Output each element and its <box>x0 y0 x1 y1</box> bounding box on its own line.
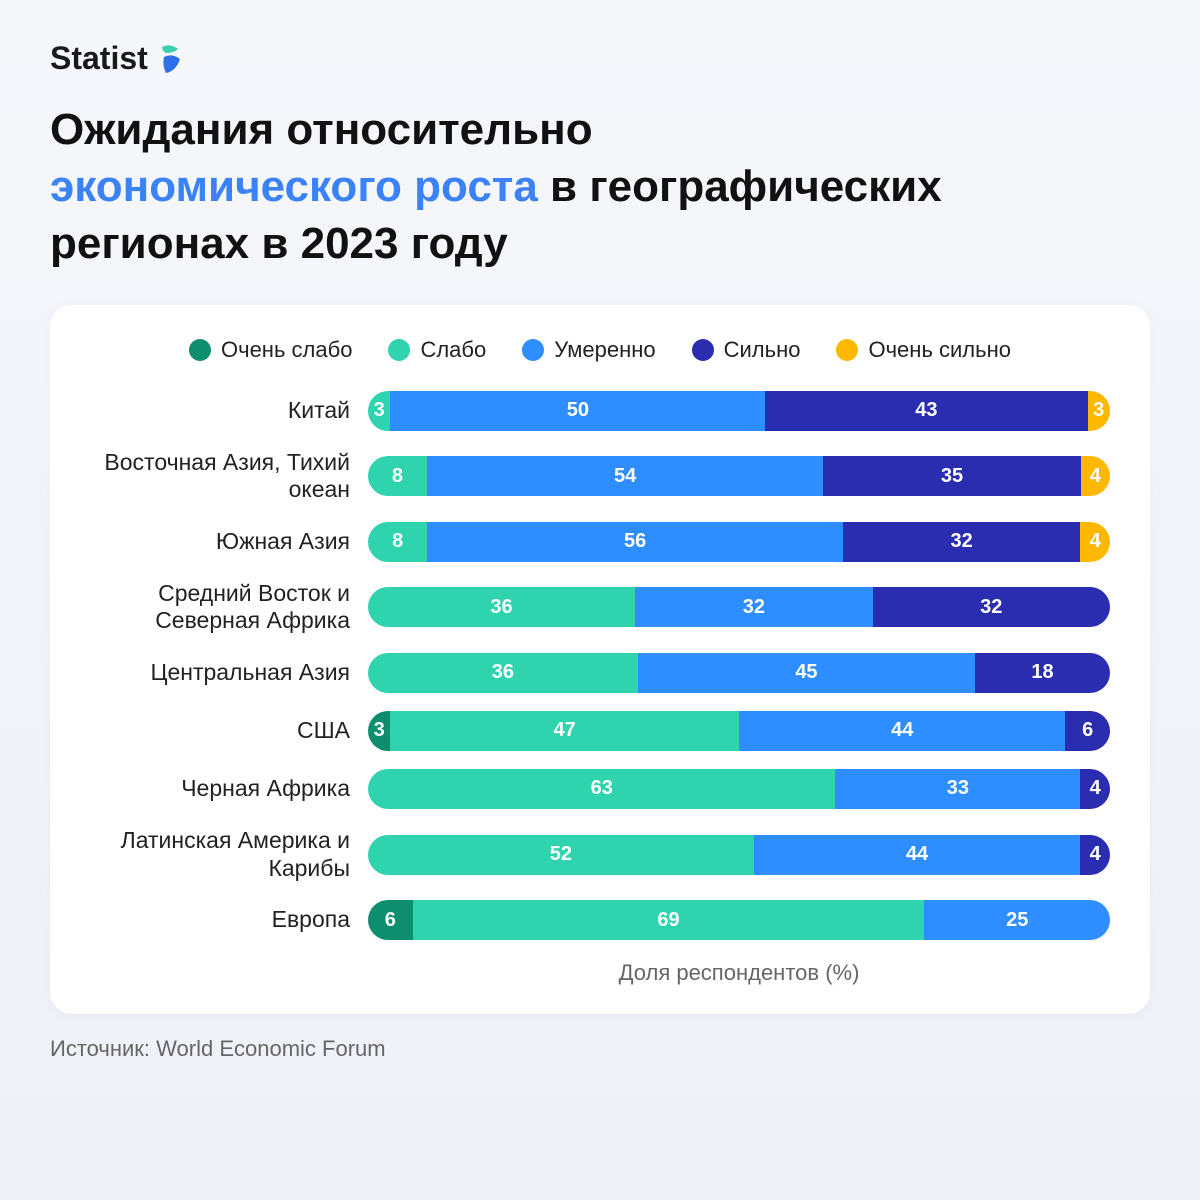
legend-label: Умеренно <box>554 337 655 363</box>
bar-segment: 44 <box>739 711 1065 751</box>
bar-segment: 36 <box>368 653 638 693</box>
legend-item: Очень слабо <box>189 337 352 363</box>
bar-segment: 52 <box>368 835 754 875</box>
row-label: Южная Азия <box>90 528 350 556</box>
legend-label: Очень сильно <box>868 337 1011 363</box>
brand: Statist <box>50 40 1150 77</box>
stacked-bar: 364518 <box>368 653 1110 693</box>
legend-swatch <box>836 339 858 361</box>
bar-segment: 3 <box>368 711 390 751</box>
bar-segment: 47 <box>390 711 739 751</box>
bar-segment: 8 <box>368 522 427 562</box>
legend-item: Очень сильно <box>836 337 1011 363</box>
bar-segment: 6 <box>1065 711 1110 751</box>
stacked-bar: 350433 <box>368 391 1110 431</box>
bar-segment: 45 <box>638 653 975 693</box>
chart-row: Латинская Америка и Карибы52444 <box>90 827 1110 882</box>
legend-swatch <box>522 339 544 361</box>
chart-card: Очень слабо Слабо Умеренно Сильно Очень силь… <box>50 305 1150 1015</box>
source-text: World Economic Forum <box>156 1036 385 1061</box>
legend-item: Умеренно <box>522 337 655 363</box>
bar-segment: 4 <box>1080 522 1110 562</box>
stacked-bar: 856324 <box>368 522 1110 562</box>
chart-row: Средний Восток и Северная Африка363232 <box>90 580 1110 635</box>
stacked-bar: 63334 <box>368 769 1110 809</box>
bar-segment: 4 <box>1080 769 1110 809</box>
chart-row: США 347446 <box>90 711 1110 751</box>
bar-segment: 32 <box>635 587 872 627</box>
chart-row: Китай350433 <box>90 391 1110 431</box>
source-prefix: Источник: <box>50 1036 156 1061</box>
brand-name: Statist <box>50 40 148 77</box>
chart-row: Восточная Азия, Тихий океан 854354 <box>90 449 1110 504</box>
axis-label: Доля респондентов (%) <box>368 960 1110 986</box>
row-label: Центральная Азия <box>90 659 350 687</box>
row-label: Черная Африка <box>90 775 350 803</box>
bar-segment: 4 <box>1080 835 1110 875</box>
legend-swatch <box>388 339 410 361</box>
bar-segment: 8 <box>368 456 427 496</box>
stacked-bar: 52444 <box>368 835 1110 875</box>
legend-label: Сильно <box>724 337 801 363</box>
row-label: Китай <box>90 397 350 425</box>
stacked-bar: 854354 <box>368 456 1110 496</box>
bar-segment: 44 <box>754 835 1080 875</box>
bar-segment: 3 <box>368 391 390 431</box>
row-label: Европа <box>90 906 350 934</box>
bar-segment: 6 <box>368 900 413 940</box>
bar-segment: 18 <box>975 653 1110 693</box>
bar-segment: 56 <box>427 522 843 562</box>
chart-title: Ожидания относительно экономического рос… <box>50 101 1150 273</box>
row-label: Средний Восток и Северная Африка <box>90 580 350 635</box>
brand-icon <box>156 43 184 75</box>
legend-item: Сильно <box>692 337 801 363</box>
bar-segment: 63 <box>368 769 835 809</box>
row-label: Латинская Америка и Карибы <box>90 827 350 882</box>
legend-item: Слабо <box>388 337 486 363</box>
chart-row: Южная Азия 856324 <box>90 522 1110 562</box>
chart-row: Черная Африка 63334 <box>90 769 1110 809</box>
legend-label: Слабо <box>420 337 486 363</box>
chart-row: Центральная Азия 364518 <box>90 653 1110 693</box>
stacked-bar: 66925 <box>368 900 1110 940</box>
bar-segment: 69 <box>413 900 925 940</box>
bar-segment: 25 <box>924 900 1110 940</box>
chart-row: Европа 66925 <box>90 900 1110 940</box>
bar-segment: 35 <box>823 456 1080 496</box>
bar-segment: 32 <box>843 522 1080 562</box>
title-highlight: экономического роста <box>50 162 538 211</box>
stacked-bar: 347446 <box>368 711 1110 751</box>
row-label: Восточная Азия, Тихий океан <box>90 449 350 504</box>
legend-swatch <box>189 339 211 361</box>
bar-segment: 33 <box>835 769 1080 809</box>
source: Источник: World Economic Forum <box>50 1036 1150 1062</box>
bar-segment: 3 <box>1088 391 1110 431</box>
bar-segment: 4 <box>1081 456 1110 496</box>
title-line1: Ожидания относительно <box>50 105 593 154</box>
legend-label: Очень слабо <box>221 337 352 363</box>
bar-segment: 32 <box>873 587 1110 627</box>
bar-segment: 54 <box>427 456 824 496</box>
bar-segment: 50 <box>390 391 765 431</box>
bar-segment: 36 <box>368 587 635 627</box>
legend-swatch <box>692 339 714 361</box>
legend: Очень слабо Слабо Умеренно Сильно Очень силь… <box>90 337 1110 363</box>
bar-segment: 43 <box>765 391 1087 431</box>
stacked-bar: 363232 <box>368 587 1110 627</box>
row-label: США <box>90 717 350 745</box>
chart-rows: Китай350433Восточная Азия, Тихий океан85… <box>90 391 1110 941</box>
